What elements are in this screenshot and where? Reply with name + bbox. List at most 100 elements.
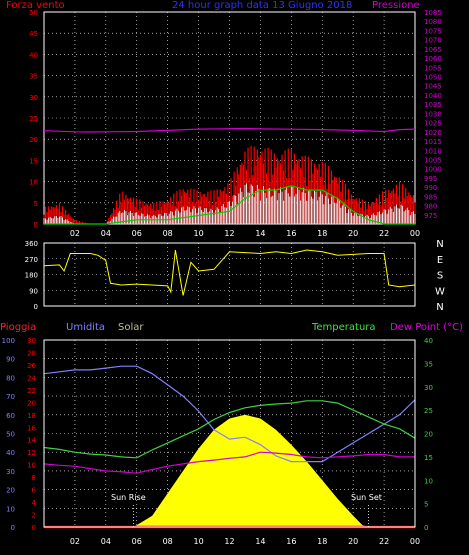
rain-ytick: 24 [27, 374, 36, 382]
pressure-ytick: 1035 [424, 101, 442, 109]
temperature-ytick: 40 [424, 337, 433, 345]
direction-ytick: 270 [25, 256, 38, 264]
wind-panel-xtick: 00 [410, 229, 420, 238]
temperature-ytick: 20 [424, 431, 433, 439]
wind-panel-xtick: 08 [163, 229, 173, 238]
wind-panel-xtick: 14 [255, 229, 265, 238]
pressure-ytick: 1020 [424, 129, 442, 137]
humidity-ytick: 20 [6, 487, 15, 495]
wind-panel-xtick: 10 [193, 229, 203, 238]
pressure-line [43, 127, 416, 133]
pressure-ytick: 1040 [424, 92, 442, 100]
pressure-ytick: 995 [424, 175, 437, 183]
rain-ytick: 26 [27, 362, 36, 370]
pressure-ytick: 1070 [424, 37, 442, 45]
rain-ytick: 12 [27, 449, 36, 457]
pressure-ytick: 1000 [424, 166, 442, 174]
pressure-ytick: 1080 [424, 18, 442, 26]
humidity-ytick: 30 [6, 468, 15, 476]
wind-ytick: 15 [29, 157, 38, 165]
wind-panel-xtick: 06 [132, 229, 142, 238]
compass-label: E [437, 255, 443, 266]
pressure-ytick: 1085 [424, 9, 442, 17]
temperature-ytick: 10 [424, 477, 433, 485]
sunset-label: Sun Set [351, 493, 382, 502]
rain-ytick: 30 [27, 337, 36, 345]
pressure-ytick: 1010 [424, 147, 442, 155]
rain-ytick: 18 [27, 412, 36, 420]
compass-label: N [436, 302, 443, 313]
pressure-title: Pressione [372, 0, 420, 11]
wind-ytick: 20 [29, 136, 38, 144]
chart-title: 24 hour graph data 13 Giugno 2018 [172, 0, 353, 11]
climate-panel-xtick: 10 [193, 537, 203, 546]
wind-ytick: 5 [34, 200, 38, 208]
compass-label: N [436, 239, 443, 250]
rain-ytick: 16 [27, 424, 36, 432]
rain-ytick: 14 [27, 437, 36, 445]
temperature-ytick: 15 [424, 454, 433, 462]
pressure-ytick: 1075 [424, 27, 442, 35]
rain-ytick: 4 [32, 499, 37, 507]
wind-ytick: 45 [29, 30, 38, 38]
humidity-ytick: 10 [6, 505, 15, 513]
climate-panel-xtick: 20 [348, 537, 358, 546]
climate-panel-xtick: 02 [70, 537, 80, 546]
humidity-ytick: 100 [2, 337, 15, 345]
climate-panel-xtick: 04 [101, 537, 111, 546]
wind-ytick: 0 [34, 221, 38, 229]
climate-panel-xtick: 16 [286, 537, 296, 546]
humidity-line [43, 365, 416, 463]
climate-panel-xtick: 06 [132, 537, 142, 546]
climate-panel-xtick: 08 [163, 537, 173, 546]
temperature-ytick: 35 [424, 360, 433, 368]
pressure-ytick: 1005 [424, 156, 442, 164]
rain-ytick: 20 [27, 399, 36, 407]
pressure-ytick: 1030 [424, 110, 442, 118]
rain-ytick: 0 [32, 524, 36, 532]
wind-panel-xtick: 18 [317, 229, 327, 238]
compass-label: S [437, 271, 443, 282]
pressure-ytick: 1015 [424, 138, 442, 146]
rain-ytick: 10 [27, 462, 36, 470]
pressure-ytick: 1050 [424, 74, 442, 82]
dewpoint-line [43, 451, 415, 474]
humidity-ytick: 60 [6, 412, 15, 420]
wind-ytick: 40 [29, 51, 38, 59]
rain-ytick: 6 [32, 487, 37, 495]
climate-panel-xtick: 12 [224, 537, 234, 546]
legend-dewpoint: Dew Point (°C) [390, 322, 464, 333]
temperature-line [43, 400, 416, 459]
wind-ytick: 50 [29, 9, 38, 17]
legend-rain: Pioggia [0, 322, 37, 333]
pressure-ytick: 1045 [424, 83, 442, 91]
pressure-ytick: 1055 [424, 64, 442, 72]
pressure-ytick: 1065 [424, 46, 442, 54]
climate-panel-xtick: 14 [255, 537, 265, 546]
direction-ytick: 180 [25, 272, 38, 280]
rain-ytick: 22 [27, 387, 36, 395]
wind-speed-title: Forza vento [6, 0, 65, 11]
pressure-ytick: 980 [424, 203, 437, 211]
temperature-ytick: 0 [424, 524, 428, 532]
temperature-ytick: 30 [424, 384, 433, 392]
legend-solar: Solar [118, 322, 144, 333]
compass-label: W [435, 286, 445, 297]
legend-temperature: Temperatura [312, 322, 376, 333]
wind-ytick: 25 [29, 115, 38, 123]
climate-panel-xtick: 18 [317, 537, 327, 546]
humidity-ytick: 0 [11, 524, 15, 532]
humidity-ytick: 80 [6, 374, 15, 382]
wind-ytick: 30 [29, 94, 38, 102]
wind-panel-xtick: 16 [286, 229, 296, 238]
rain-ytick: 28 [27, 349, 36, 357]
wind-panel-xtick: 04 [101, 229, 111, 238]
direction-ytick: 360 [25, 240, 38, 248]
direction-ytick: 90 [29, 287, 38, 295]
climate-panel-frame [43, 339, 416, 528]
rain-ytick: 2 [32, 512, 36, 520]
pressure-ytick: 985 [424, 193, 437, 201]
pressure-ytick: 990 [424, 184, 437, 192]
